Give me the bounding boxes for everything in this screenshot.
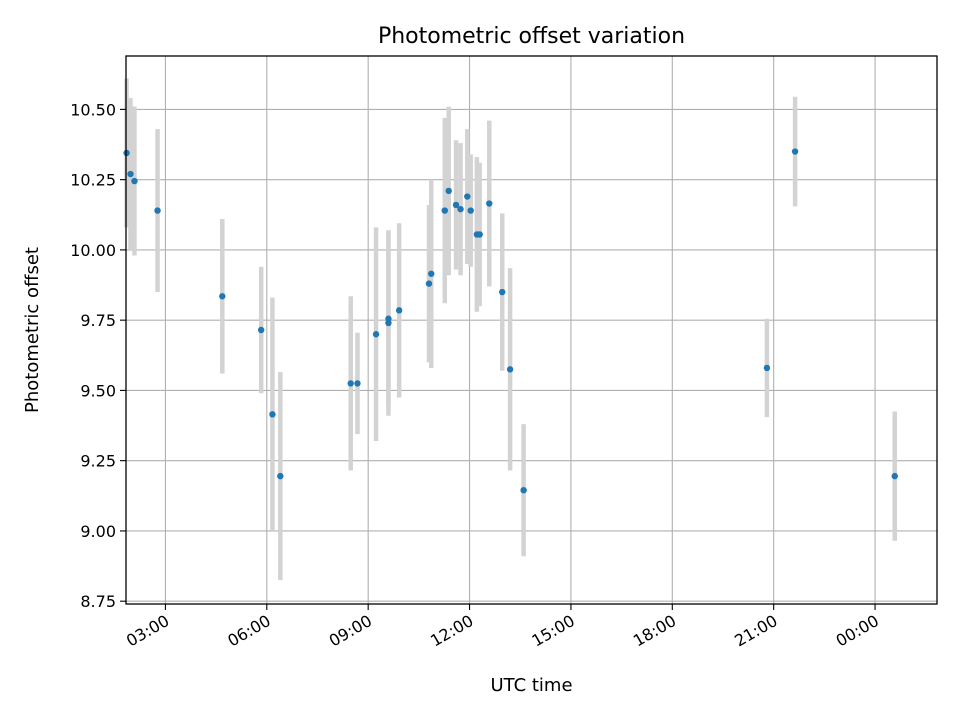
data-point [154,207,161,214]
data-point [520,486,527,494]
data-points [123,148,898,494]
data-point [127,170,134,178]
y-tick-label: 9.75 [80,311,116,330]
y-tick-label: 10.25 [70,171,116,190]
y-tick-label: 9.00 [80,522,116,541]
data-point [347,380,354,387]
y-tick-label: 10.00 [70,241,116,260]
data-point [791,148,799,155]
y-axis-label: Photometric offset [22,247,43,413]
data-point [372,331,380,338]
data-point [445,187,452,195]
data-point [385,315,392,322]
data-point [506,366,514,373]
data-point [467,207,474,214]
y-tick-label: 9.50 [80,381,116,400]
data-point [457,205,464,213]
data-point [269,411,276,418]
data-point [428,270,435,277]
data-point [277,472,284,480]
data-point [476,231,483,238]
data-point [131,177,138,185]
x-axis-label: UTC time [490,675,572,696]
y-tick-label: 10.50 [70,100,116,119]
data-point [395,307,403,314]
grid-lines [126,56,937,604]
data-point [219,293,226,300]
chart-title: Photometric offset variation [378,24,685,49]
data-point [464,193,471,200]
y-tick-label: 8.75 [80,592,116,611]
data-point [441,207,448,214]
data-point [354,380,361,387]
y-axis-ticks: 8.75 9.00 9.25 9.50 9.75 10.00 10.25 10.50 [70,100,126,611]
data-point [452,201,460,209]
data-point [891,472,898,480]
data-point [257,326,265,334]
plot-frame [125,55,938,605]
data-point [499,288,506,296]
y-tick-label: 9.25 [80,452,116,471]
data-point [425,280,433,287]
data-point [763,364,771,372]
data-point [486,200,493,207]
